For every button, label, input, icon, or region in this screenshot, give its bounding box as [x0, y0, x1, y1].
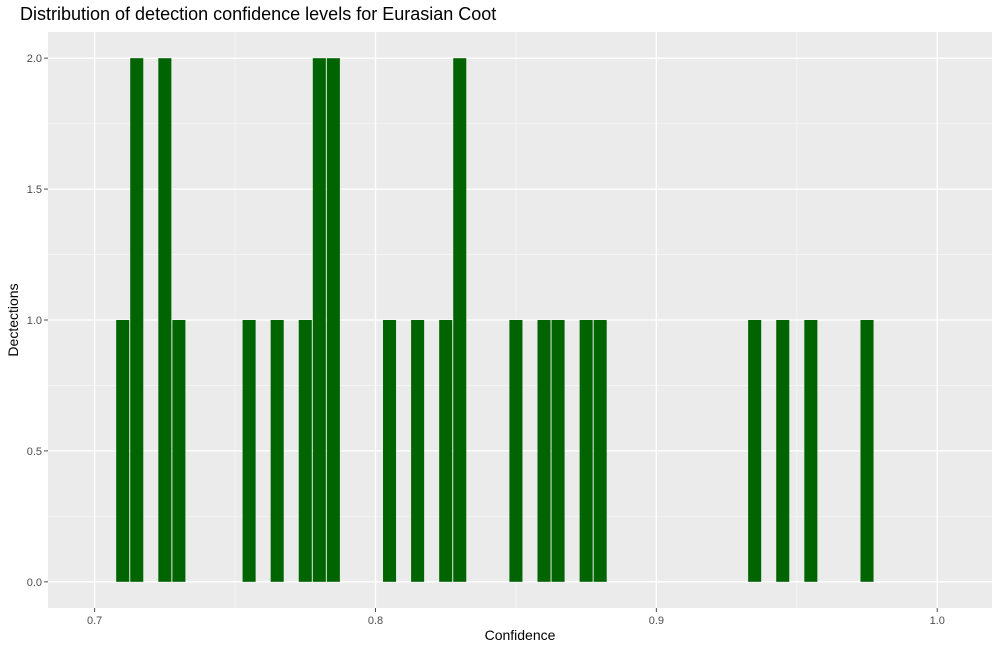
- x-tick-label: 1.0: [930, 615, 945, 627]
- y-tick-label: 2.0: [27, 53, 42, 65]
- histogram-bar: [326, 58, 340, 582]
- axis-ticks: [44, 57, 938, 612]
- histogram-bar: [312, 58, 326, 582]
- histogram-bar: [776, 320, 790, 582]
- x-tick-label: 0.8: [368, 615, 383, 627]
- histogram-bar: [158, 58, 172, 582]
- histogram-bar: [579, 320, 593, 582]
- histogram-bar: [509, 320, 523, 582]
- histogram-bar: [453, 58, 467, 582]
- bars: [116, 58, 874, 582]
- histogram-bar: [593, 320, 607, 582]
- y-tick-label: 0.0: [27, 577, 42, 589]
- histogram-bar: [439, 320, 453, 582]
- histogram-bar: [804, 320, 818, 582]
- tick-labels: 0.7 0.8 0.9 1.0 0.0 0.5 1.0 1.5 2.0: [27, 53, 945, 627]
- histogram-bar: [130, 58, 144, 582]
- y-axis-title: Dectections: [5, 283, 21, 356]
- histogram-bar: [748, 320, 762, 582]
- histogram-bar: [551, 320, 565, 582]
- y-tick-label: 1.5: [27, 184, 42, 196]
- histogram-bar: [242, 320, 256, 582]
- histogram-bar: [116, 320, 130, 582]
- histogram-bar: [383, 320, 397, 582]
- histogram-bar: [411, 320, 425, 582]
- y-tick-label: 1.0: [27, 315, 42, 327]
- histogram-bar: [172, 320, 186, 582]
- histogram-bar: [860, 320, 874, 582]
- histogram-bar: [270, 320, 284, 582]
- x-tick-label: 0.7: [87, 615, 102, 627]
- x-axis-title: Confidence: [485, 627, 556, 643]
- histogram-bar: [537, 320, 551, 582]
- chart-title: Distribution of detection confidence lev…: [20, 4, 497, 24]
- x-tick-label: 0.9: [649, 615, 664, 627]
- y-tick-label: 0.5: [27, 446, 42, 458]
- histogram-bar: [298, 320, 312, 582]
